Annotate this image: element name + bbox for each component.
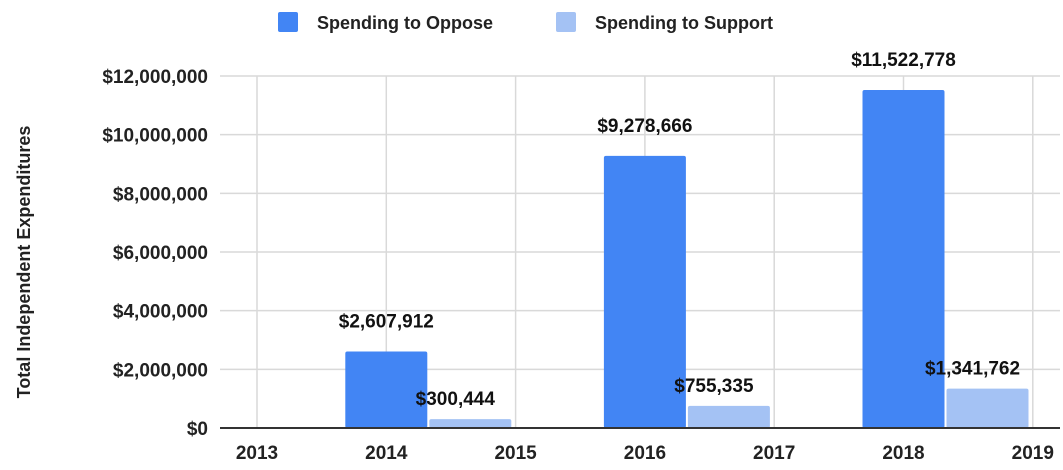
- y-tick-label: $0: [187, 419, 208, 440]
- legend-swatch: [278, 12, 298, 32]
- y-tick-label: $12,000,000: [102, 67, 208, 88]
- data-label: $300,444: [416, 389, 496, 410]
- bar-spending-to-support: [946, 388, 1029, 428]
- legend-label: Spending to Support: [595, 13, 773, 33]
- y-axis-ticks: $0 $2,000,000 $4,000,000 $6,000,000 $8,000,0…: [102, 67, 208, 440]
- x-tick-label: 2018: [882, 443, 924, 464]
- bar-spending-to-support: [429, 419, 512, 428]
- y-tick-label: $6,000,000: [113, 243, 208, 264]
- x-tick-label: 2013: [236, 443, 278, 464]
- bar-spending-to-support: [687, 405, 770, 428]
- y-tick-label: $8,000,000: [113, 184, 208, 205]
- x-tick-label: 2014: [365, 443, 408, 464]
- y-tick-label: $2,000,000: [113, 360, 208, 381]
- data-label: $9,278,666: [597, 116, 692, 137]
- data-label: $11,522,778: [851, 50, 956, 71]
- bar-spending-to-oppose: [345, 351, 428, 428]
- bar-spending-to-oppose: [603, 155, 686, 428]
- data-label: $1,341,762: [925, 359, 1020, 380]
- data-label: $755,335: [674, 376, 754, 397]
- y-tick-label: $10,000,000: [102, 126, 208, 147]
- y-tick-label: $4,000,000: [113, 302, 208, 323]
- legend-swatch: [556, 12, 576, 32]
- x-tick-label: 2015: [494, 443, 537, 464]
- data-label: $2,607,912: [339, 312, 434, 333]
- bar-spending-to-oppose: [862, 89, 945, 429]
- x-tick-label: 2017: [753, 443, 795, 464]
- chart-data-labels: $2,607,912 $300,444 $9,278,666 $755,335 $11,…: [339, 50, 1020, 410]
- chart-bars: [345, 89, 1029, 429]
- x-tick-label: 2019: [1012, 443, 1054, 464]
- legend-label: Spending to Oppose: [317, 13, 493, 33]
- chart-legend: Spending to Oppose Spending to Support: [278, 12, 773, 33]
- x-tick-label: 2016: [624, 443, 666, 464]
- y-axis-title: Total Independent Expenditures: [14, 126, 34, 399]
- x-axis-ticks: 2013 2014 2015 2016 2017 2018 2019: [236, 443, 1054, 464]
